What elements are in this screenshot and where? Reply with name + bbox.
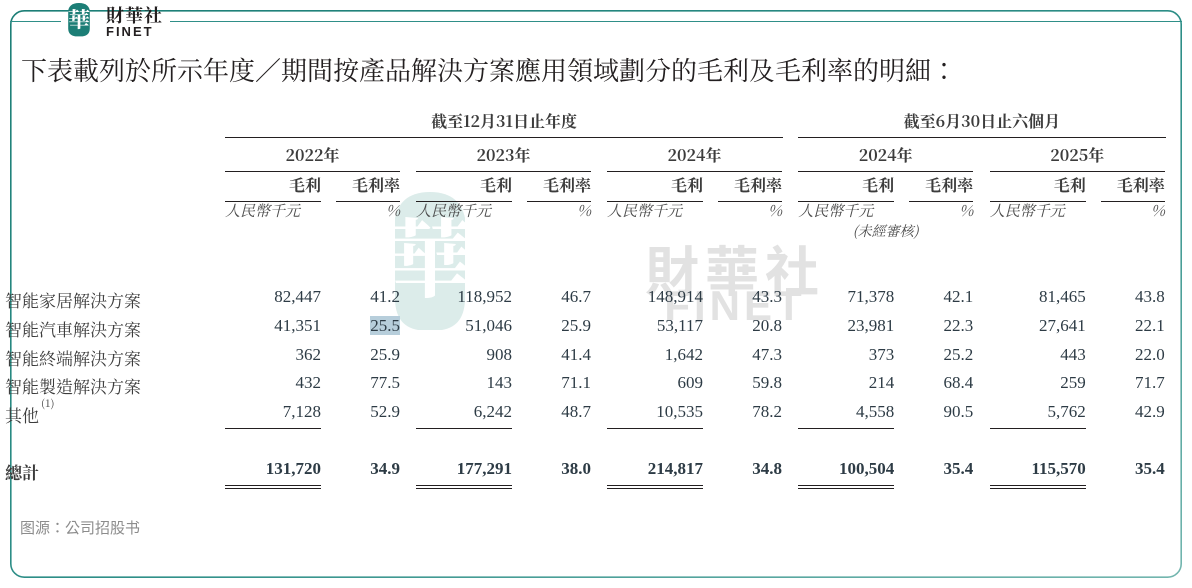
svg-text:華: 華 [68,3,91,33]
